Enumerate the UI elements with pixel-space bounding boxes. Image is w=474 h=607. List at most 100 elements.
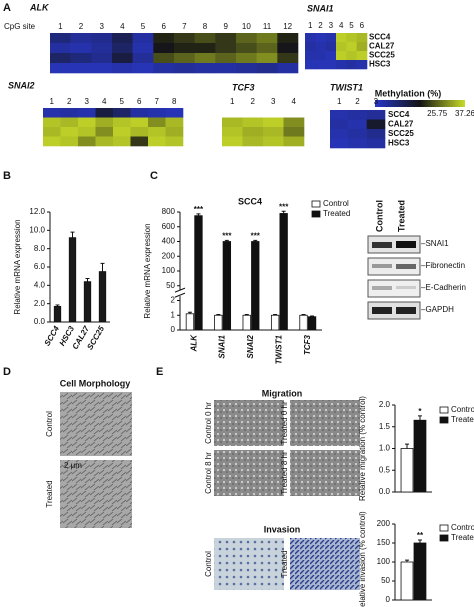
x-tick-label: TCF3 bbox=[303, 334, 312, 355]
legend-swatch bbox=[439, 534, 449, 542]
heatmap-cell bbox=[325, 60, 337, 70]
heatmap-cell bbox=[78, 136, 96, 147]
error-bar bbox=[273, 314, 278, 316]
heatmap-cell bbox=[256, 33, 278, 44]
heatmap-cell bbox=[113, 117, 131, 128]
heatmap-cell bbox=[346, 33, 357, 43]
legend-swatch bbox=[439, 406, 449, 414]
heatmap-cell bbox=[95, 108, 114, 118]
heatmap-cell bbox=[95, 117, 114, 128]
heatmap-cell bbox=[148, 117, 166, 128]
y-tick-label: 400 bbox=[162, 237, 176, 246]
y-tick-label: 600 bbox=[162, 222, 176, 231]
heatmap-cell bbox=[277, 43, 299, 54]
bar bbox=[83, 281, 92, 323]
legend-swatch bbox=[311, 200, 321, 208]
heatmap-cell bbox=[112, 63, 133, 74]
heatmap-cell bbox=[194, 43, 216, 54]
site-number: 12 bbox=[283, 22, 292, 31]
heatmap-cell bbox=[153, 33, 175, 44]
heatmap-cell bbox=[346, 60, 357, 70]
significance: * bbox=[418, 407, 422, 416]
site-number: 8 bbox=[203, 22, 208, 31]
significance: *** bbox=[194, 205, 204, 214]
heatmap-cell bbox=[174, 33, 195, 44]
y-axis-label: Relative migration (% control) bbox=[358, 396, 367, 501]
micrograph bbox=[214, 538, 284, 590]
error-bar bbox=[253, 239, 258, 242]
heatmap-cell bbox=[283, 136, 305, 147]
heatmap-cell bbox=[315, 33, 326, 43]
heatmap-cell bbox=[194, 53, 216, 64]
y-tick-label: 8.0 bbox=[34, 244, 46, 253]
bar bbox=[400, 561, 414, 601]
image-label: Treated bbox=[280, 550, 289, 577]
heatmap-cell bbox=[50, 63, 71, 74]
y-axis-label: Relative invasion (% control) bbox=[358, 511, 367, 607]
error-bar bbox=[405, 443, 410, 449]
heatmap-cell bbox=[112, 33, 133, 44]
heatmap-cell bbox=[315, 51, 326, 61]
blot-label: –SNAI1 bbox=[421, 239, 449, 248]
panel-label: A bbox=[3, 2, 11, 14]
heatmap-cell bbox=[148, 136, 166, 147]
heatmap-cell bbox=[153, 53, 175, 64]
heatmap-cell bbox=[336, 60, 347, 70]
site-number: 10 bbox=[242, 22, 251, 31]
heatmap-cell bbox=[215, 53, 237, 64]
y-tick-label: 12.0 bbox=[29, 207, 45, 216]
blot-label: –E-Cadherin bbox=[421, 283, 466, 292]
micrograph bbox=[290, 538, 360, 590]
heatmap-cell bbox=[305, 51, 316, 61]
y-tick-label: 800 bbox=[162, 207, 176, 216]
heatmap-cell bbox=[174, 43, 195, 54]
site-number: 4 bbox=[292, 97, 297, 106]
row-label: SCC4 bbox=[388, 110, 410, 119]
heatmap-cell bbox=[50, 43, 71, 54]
heatmap-cell bbox=[60, 127, 79, 137]
heatmap-cell bbox=[165, 117, 184, 128]
heatmap-cell bbox=[366, 129, 386, 139]
micrograph bbox=[60, 460, 132, 528]
row-label: CAL27 bbox=[388, 119, 414, 128]
y-tick-label: 6.0 bbox=[34, 262, 46, 271]
bar bbox=[185, 313, 195, 331]
image-label: Control 0 hr bbox=[204, 402, 213, 444]
heatmap-cell bbox=[277, 33, 299, 44]
heatmap-cell bbox=[130, 108, 149, 118]
heatmap-cell bbox=[43, 136, 61, 147]
heatmap-cell bbox=[222, 136, 243, 147]
heatmap-cell bbox=[78, 127, 96, 137]
y-tick-label: 1.5 bbox=[379, 422, 391, 431]
heatmap-cell bbox=[222, 117, 243, 128]
legend-swatch bbox=[439, 524, 449, 532]
heatmap-cell bbox=[305, 42, 316, 52]
heatmap-cell bbox=[165, 136, 184, 147]
site-number: 6 bbox=[360, 21, 365, 30]
heatmap-cell bbox=[215, 43, 237, 54]
heatmap-cell bbox=[215, 33, 237, 44]
heatmap-cell bbox=[277, 63, 299, 74]
error-bar bbox=[100, 262, 105, 272]
axis-break bbox=[174, 287, 186, 298]
heatmap-cell bbox=[91, 63, 113, 74]
legend-label: Control bbox=[323, 199, 349, 208]
heatmap-cell bbox=[95, 136, 114, 147]
site-number: 5 bbox=[120, 97, 125, 106]
site-number: 7 bbox=[155, 97, 160, 106]
gene-name: TCF3 bbox=[232, 82, 255, 92]
legend-swatch bbox=[439, 416, 449, 424]
panel-label: B bbox=[3, 170, 11, 182]
heatmap-cell bbox=[346, 51, 357, 61]
heatmap-cell bbox=[356, 60, 368, 70]
row-label: CAL27 bbox=[369, 42, 395, 51]
error-bar bbox=[417, 415, 422, 421]
image-label: Treated 0 hr bbox=[280, 401, 289, 445]
heatmap-cell bbox=[356, 51, 368, 61]
row-label: SCC4 bbox=[369, 33, 391, 42]
legend-swatch bbox=[311, 210, 321, 218]
heatmap-cell bbox=[148, 108, 166, 118]
heatmap-cell bbox=[336, 33, 347, 43]
site-number: 1 bbox=[230, 97, 235, 106]
heatmap-cell bbox=[113, 127, 131, 137]
